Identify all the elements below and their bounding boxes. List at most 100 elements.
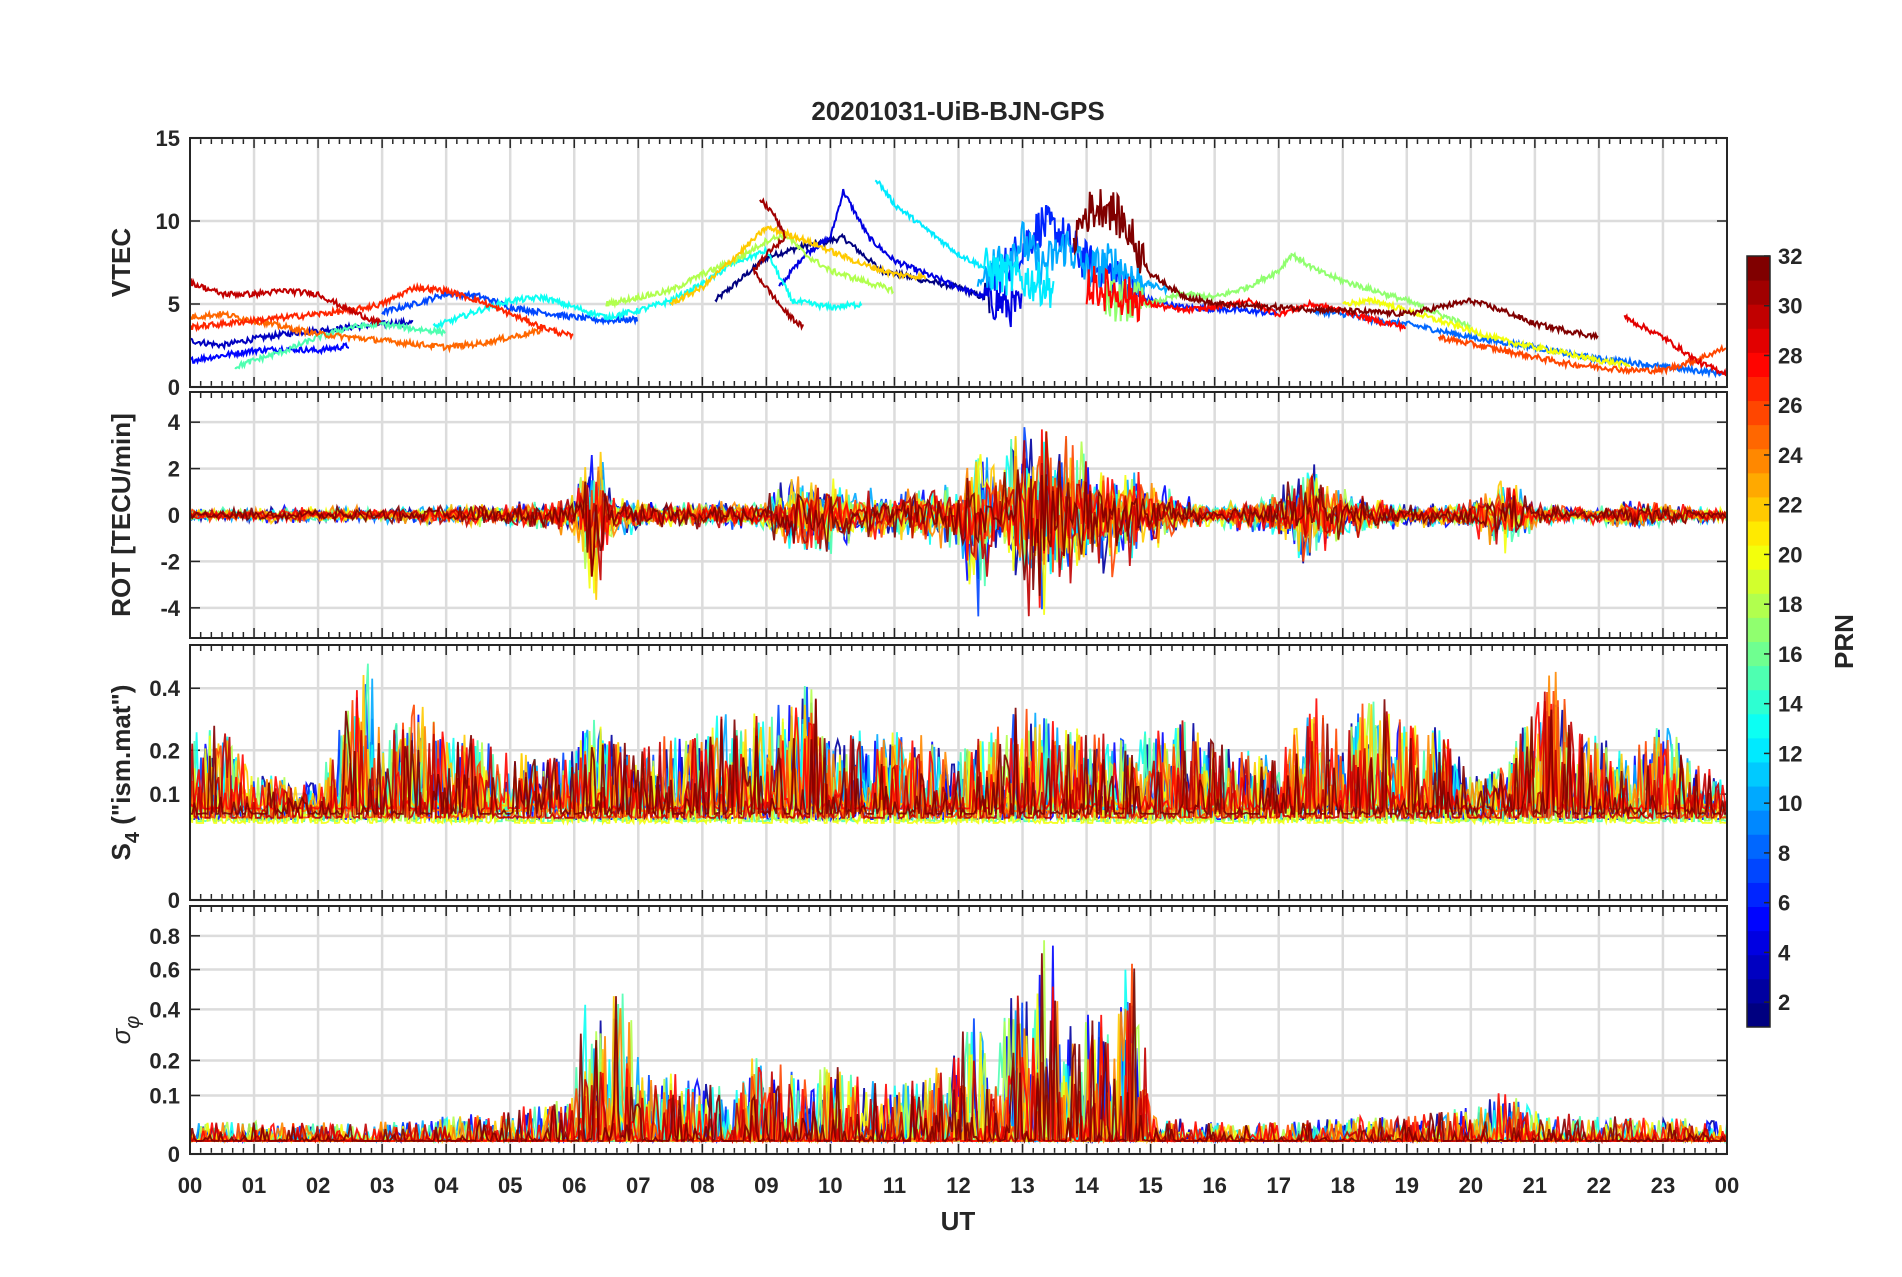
- colorbar-tick-label: 28: [1778, 343, 1802, 368]
- vtec-line-prn-5: [190, 341, 350, 365]
- x-tick-label: 16: [1202, 1173, 1226, 1198]
- data-s4: [190, 663, 1727, 827]
- x-tick-label: 17: [1266, 1173, 1290, 1198]
- vtec-line-prn-25: [190, 309, 542, 354]
- y-tick-label: 0.4: [149, 676, 180, 701]
- data-sigma: [190, 940, 1727, 1145]
- x-tick-label: 18: [1331, 1173, 1355, 1198]
- colorbar-cell: [1747, 448, 1770, 474]
- vtec-line-prn-18: [605, 229, 895, 309]
- colorbar-cell: [1747, 1002, 1770, 1028]
- y-tick-label: 10: [156, 209, 180, 234]
- vtec-line-prn-27: [190, 281, 574, 341]
- y-axis-label-vtec: VTEC: [106, 228, 136, 298]
- panel-frame: [189, 905, 1728, 1155]
- colorbar-tick-label: 24: [1778, 443, 1803, 468]
- panel-frame: [189, 391, 1728, 639]
- colorbar-cell: [1747, 280, 1770, 305]
- x-tick-label: 05: [498, 1173, 522, 1198]
- colorbar-tick-label: 8: [1778, 841, 1790, 866]
- x-tick-label: 20: [1459, 1173, 1483, 1198]
- colorbar-cell: [1747, 906, 1770, 932]
- x-tick-label: 10: [818, 1173, 842, 1198]
- y-label-main: S: [106, 843, 136, 860]
- y-tick-label: 0.4: [149, 997, 180, 1022]
- colorbar-cell: [1747, 545, 1770, 570]
- y-tick-label: 0.2: [149, 1048, 180, 1073]
- y-tick-label: 2: [168, 457, 180, 482]
- x-tick-label: 00: [178, 1173, 202, 1198]
- rot-line-prn-32: [190, 460, 1727, 596]
- colorbar-cell: [1747, 521, 1770, 546]
- chart-title: 20201031-UiB-BJN-GPS: [811, 96, 1104, 126]
- colorbar-cell: [1747, 737, 1770, 763]
- colorbar-cell: [1747, 882, 1770, 908]
- y-tick-label: 0: [168, 888, 180, 913]
- colorbar-tick-label: 14: [1778, 692, 1803, 717]
- vtec-line-prn-30: [190, 277, 382, 327]
- y-label-sub: φ: [122, 1016, 144, 1029]
- colorbar-cell: [1747, 978, 1770, 1004]
- y-axis-label-rot: ROT [TECU/min]: [106, 413, 136, 617]
- colorbar-tick-label: 12: [1778, 741, 1802, 766]
- panel-frame: [189, 137, 1728, 388]
- x-tick-label: 01: [242, 1173, 266, 1198]
- colorbar-cell: [1747, 786, 1770, 811]
- y-tick-label: 0: [168, 1142, 180, 1167]
- x-tick-label: 09: [754, 1173, 778, 1198]
- y-axis-label-s4: S4 ("ism.mat"): [106, 685, 144, 861]
- x-tick-label: 12: [946, 1173, 970, 1198]
- colorbar-tick-label: 6: [1778, 891, 1790, 916]
- colorbar-cell: [1747, 761, 1770, 787]
- x-tick-label: 07: [626, 1173, 650, 1198]
- colorbar-cell: [1747, 569, 1770, 594]
- colorbar-cell: [1747, 424, 1770, 450]
- colorbar-tick-label: 4: [1778, 940, 1791, 965]
- y-label-rest: ("ism.mat"): [106, 685, 136, 832]
- sigma-line-prn-30: [190, 995, 1727, 1145]
- colorbar-tick-label: 32: [1778, 244, 1802, 269]
- colorbar-cell: [1747, 376, 1770, 402]
- y-tick-label: 0.8: [149, 924, 180, 949]
- colorbar-cell: [1747, 858, 1770, 883]
- data-rot: [190, 427, 1727, 617]
- s4-line-prn-32: [190, 698, 1727, 818]
- colorbar-tick-label: 10: [1778, 791, 1802, 816]
- colorbar-cell: [1747, 352, 1770, 377]
- vtec-line-prn-3: [190, 316, 414, 351]
- colorbar-cell: [1747, 834, 1770, 859]
- y-tick-label: 0.1: [149, 1083, 180, 1108]
- colorbar-label: PRN: [1829, 614, 1859, 669]
- x-tick-label: 08: [690, 1173, 714, 1198]
- colorbar-tick-label: 20: [1778, 542, 1802, 567]
- data-vtec: [190, 179, 1727, 379]
- colorbar-tick-label: 16: [1778, 642, 1802, 667]
- x-tick-label: 04: [434, 1173, 459, 1198]
- colorbar-cell: [1747, 496, 1770, 522]
- colorbar-cell: [1747, 328, 1770, 353]
- colorbar-cell: [1747, 617, 1770, 642]
- x-tick-label: 11: [883, 1173, 906, 1198]
- colorbar-tick-label: 2: [1778, 990, 1790, 1015]
- y-tick-label: 15: [156, 126, 180, 151]
- x-tick-label: 15: [1138, 1173, 1162, 1198]
- colorbar-cell: [1747, 810, 1770, 835]
- x-tick-label: 13: [1010, 1173, 1034, 1198]
- vtec-line-prn-31: [752, 197, 804, 331]
- y-label-sub: 4: [122, 831, 144, 843]
- x-tick-label: 21: [1523, 1173, 1547, 1198]
- colorbar-cell: [1747, 400, 1770, 426]
- x-tick-label: 14: [1074, 1173, 1099, 1198]
- y-tick-label: 0: [168, 375, 180, 400]
- y-tick-label: 0.6: [149, 958, 180, 983]
- colorbar-cell: [1747, 689, 1770, 715]
- x-axis-label: UT: [941, 1206, 976, 1236]
- vtec-line-prn-15: [234, 319, 446, 370]
- panel-sigma: 0 0.1 0.2 0.4 0.6 0.8 σφ: [106, 905, 1728, 1167]
- y-tick-label: -4: [160, 596, 180, 621]
- x-tick-label: 02: [306, 1173, 330, 1198]
- x-tick-label: 00: [1715, 1173, 1739, 1198]
- colorbar-frame: [1746, 255, 1771, 1028]
